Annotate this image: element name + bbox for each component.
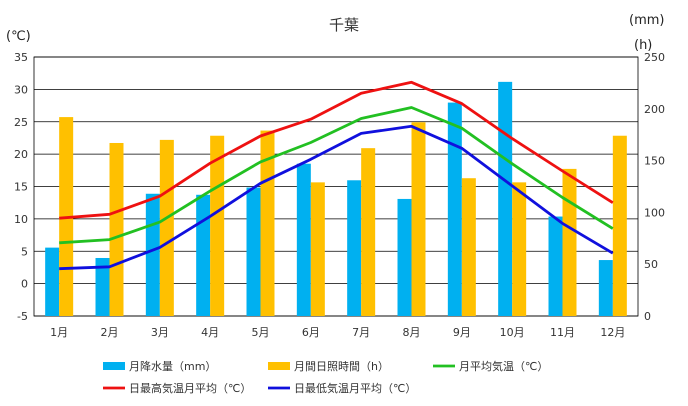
bar-precipitation (347, 180, 362, 316)
right-tick-label: 200 (644, 103, 665, 116)
bar-precipitation (145, 193, 160, 316)
x-tick-label: 1月 (50, 326, 68, 339)
bar-precipitation (196, 194, 211, 316)
bar-precipitation (548, 216, 563, 316)
right-axis-unit-mm: (mm) (629, 13, 664, 28)
x-tick-label: 8月 (403, 326, 421, 339)
bar-precipitation (598, 260, 613, 316)
x-tick-label: 11月 (550, 326, 575, 339)
left-tick-label: 0 (21, 278, 28, 291)
legend-label: 日最高気温月平均（℃） (129, 381, 251, 395)
left-tick-label: -5 (17, 310, 28, 323)
right-tick-label: 50 (644, 258, 658, 271)
x-tick-label: 12月 (600, 326, 625, 339)
x-tick-label: 5月 (252, 326, 270, 339)
legend-label: 月間日照時間（h） (294, 360, 389, 373)
bar-precipitation (45, 247, 60, 316)
x-tick-label: 9月 (453, 326, 471, 339)
x-tick-label: 6月 (302, 326, 320, 339)
x-tick-label: 7月 (352, 326, 370, 339)
bar-precipitation (246, 187, 261, 316)
x-tick-label: 4月 (201, 326, 219, 339)
bar-precipitation (498, 81, 513, 316)
left-axis-unit: (℃) (6, 29, 31, 44)
x-tick-label: 3月 (151, 326, 169, 339)
bar-sunshine (361, 148, 376, 316)
left-tick-label: 35 (14, 51, 28, 64)
left-tick-label: 5 (21, 245, 28, 258)
bar-sunshine (461, 178, 476, 316)
right-tick-label: 0 (644, 310, 651, 323)
line-mean-temp (59, 106, 614, 245)
right-tick-label: 250 (644, 51, 665, 64)
bar-sunshine (512, 182, 527, 316)
legend: 月降水量（mm） 月間日照時間（h） 月平均気温（℃） 日最高気温月平均（℃） 日最低気… (103, 359, 548, 395)
bar-sunshine (411, 122, 426, 316)
right-tick-label: 100 (644, 206, 665, 219)
bar-precipitation (447, 102, 462, 316)
bar-sunshine (109, 142, 124, 316)
right-axis-unit-h: (h) (634, 38, 652, 53)
bar-sunshine (159, 139, 174, 316)
plot-frame (33, 56, 639, 317)
line-max-temp (59, 80, 614, 220)
bar-sunshine (562, 168, 577, 316)
bar-precipitation (397, 198, 412, 316)
left-tick-label: 25 (14, 116, 28, 129)
legend-swatch (268, 362, 290, 370)
line-min-temp (59, 124, 614, 271)
bar-precipitation (296, 163, 311, 316)
legend-label: 月降水量（mm） (129, 359, 216, 373)
left-tick-label: 30 (14, 83, 28, 96)
chart-title: 千葉 (329, 16, 359, 34)
bar-precipitation (95, 257, 110, 316)
bar-sunshine (612, 135, 627, 316)
right-tick-label: 150 (644, 155, 665, 168)
bar-sunshine (310, 182, 325, 316)
left-tick-label: 20 (14, 148, 28, 161)
legend-label: 月平均気温（℃） (459, 359, 548, 373)
legend-swatch (103, 362, 125, 370)
x-tick-label: 10月 (500, 326, 525, 339)
left-tick-label: 10 (14, 213, 28, 226)
x-tick-label: 2月 (101, 326, 119, 339)
bar-sunshine (210, 135, 225, 316)
left-tick-label: 15 (14, 181, 28, 194)
legend-label: 日最低気温月平均（℃） (294, 381, 416, 395)
